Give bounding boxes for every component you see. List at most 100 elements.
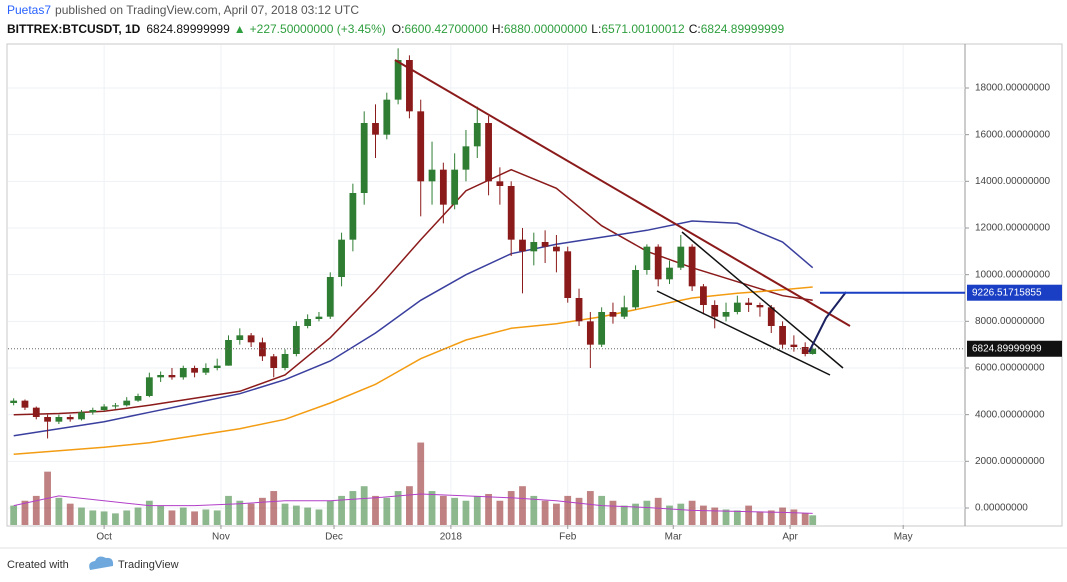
x-tick-label: Dec bbox=[325, 532, 343, 543]
candle-body bbox=[733, 302, 741, 312]
y-tick-label: 18000.00000000 bbox=[975, 83, 1051, 94]
candle-body bbox=[620, 307, 628, 317]
volume-bar bbox=[383, 497, 391, 525]
candle-body bbox=[383, 99, 391, 135]
volume-bar bbox=[745, 505, 753, 525]
candle-body bbox=[507, 185, 515, 240]
change: +227.50000000 (+3.45%) bbox=[250, 22, 386, 36]
candle-body bbox=[55, 416, 63, 422]
volume-bar bbox=[292, 505, 300, 525]
candle-body bbox=[372, 123, 379, 135]
volume-bar bbox=[756, 511, 764, 525]
candle-body bbox=[553, 246, 560, 252]
candle-body bbox=[586, 321, 594, 345]
volume-bar bbox=[507, 491, 515, 525]
x-tick-label: May bbox=[894, 532, 913, 543]
grid bbox=[8, 45, 969, 525]
volume-bar bbox=[530, 495, 538, 525]
logo bbox=[89, 556, 114, 570]
candle-body bbox=[609, 311, 617, 317]
candle-body bbox=[236, 335, 244, 340]
volume-bar bbox=[801, 513, 809, 525]
price: 6824.89999999 bbox=[146, 22, 230, 36]
candle-body bbox=[519, 239, 526, 252]
volume-bar bbox=[213, 510, 221, 525]
candle-body bbox=[485, 123, 492, 182]
volume-bar bbox=[32, 495, 40, 525]
volume-bar bbox=[78, 507, 85, 525]
volume-bar bbox=[809, 515, 817, 525]
volume-bar bbox=[100, 511, 108, 525]
candle-body bbox=[315, 316, 323, 319]
candle-body bbox=[123, 400, 131, 406]
volume-bar bbox=[519, 486, 526, 525]
y-tick-label: 14000.00000000 bbox=[975, 176, 1051, 187]
candle-body bbox=[191, 367, 198, 373]
last-price-label: 6824.89999999 bbox=[972, 343, 1042, 354]
volume-bar bbox=[541, 500, 549, 525]
volume-bar bbox=[485, 493, 492, 525]
header-line-1: Puetas7 published on TradingView.com, Apr… bbox=[7, 3, 359, 17]
volume-bar bbox=[779, 507, 786, 525]
candle-body bbox=[259, 342, 266, 357]
candle-body bbox=[756, 304, 764, 308]
candle-body bbox=[78, 412, 85, 420]
y-tick-label: 16000.00000000 bbox=[975, 129, 1051, 140]
candle-body bbox=[44, 416, 51, 422]
y-tick-label: 6000.00000000 bbox=[975, 363, 1045, 374]
volume-bar bbox=[225, 495, 232, 525]
volume-bar bbox=[134, 507, 142, 525]
candle-body bbox=[722, 311, 730, 317]
candle-body bbox=[745, 302, 753, 305]
candle-body bbox=[406, 60, 413, 112]
candle-body bbox=[575, 297, 583, 322]
volume-bar bbox=[620, 505, 628, 525]
candle-body bbox=[541, 241, 549, 247]
candle-body bbox=[213, 365, 221, 368]
y-tick-label: 12000.00000000 bbox=[975, 223, 1051, 234]
x-tick-label: Oct bbox=[96, 532, 112, 543]
volume-bar bbox=[643, 500, 651, 525]
x-tick-label: Apr bbox=[782, 532, 798, 543]
candle-body bbox=[439, 169, 447, 205]
symbol: BITTREX:BTCUSDT, 1D bbox=[7, 22, 141, 36]
arrow: ▲ bbox=[234, 22, 246, 36]
volume-bar bbox=[598, 495, 606, 525]
candle-body bbox=[598, 311, 606, 345]
candle-body bbox=[428, 169, 436, 182]
volume-bar bbox=[21, 500, 29, 525]
candle-body bbox=[100, 406, 108, 410]
moving-average bbox=[13, 286, 813, 456]
candle-body bbox=[700, 286, 707, 305]
volume-bar bbox=[688, 500, 696, 525]
candle-body bbox=[451, 169, 459, 205]
x-tick-label: Nov bbox=[212, 532, 230, 543]
volume-bar bbox=[281, 503, 289, 525]
candle-body bbox=[643, 246, 651, 270]
volume-bar bbox=[145, 500, 153, 525]
candle-body bbox=[767, 307, 775, 326]
candle-body bbox=[360, 123, 368, 193]
author[interactable]: Puetas7 bbox=[7, 3, 51, 17]
volume-bar bbox=[406, 486, 413, 525]
wedge-upper bbox=[681, 231, 844, 369]
ohlc-value: 6600.42700000 bbox=[404, 22, 488, 36]
footer-brand[interactable]: TradingView bbox=[118, 559, 179, 571]
candle-body bbox=[779, 325, 786, 345]
candle-body bbox=[666, 267, 673, 280]
candle-body bbox=[21, 400, 29, 408]
time-axis: Oct Nov Dec 2018 Feb Mar Apr May bbox=[96, 525, 913, 543]
trend-lines bbox=[394, 59, 851, 376]
candle-body bbox=[157, 374, 165, 378]
candle-body bbox=[801, 346, 809, 354]
candle-body bbox=[179, 367, 187, 378]
candle-body bbox=[145, 377, 153, 396]
ohlc-key: O: bbox=[392, 22, 405, 36]
candles bbox=[10, 48, 817, 439]
volume-bar bbox=[55, 497, 63, 525]
volume-bar bbox=[372, 495, 379, 525]
volume-bar bbox=[191, 511, 198, 525]
y-tick-label: 4000.00000000 bbox=[975, 409, 1045, 420]
candle-body bbox=[134, 395, 142, 401]
